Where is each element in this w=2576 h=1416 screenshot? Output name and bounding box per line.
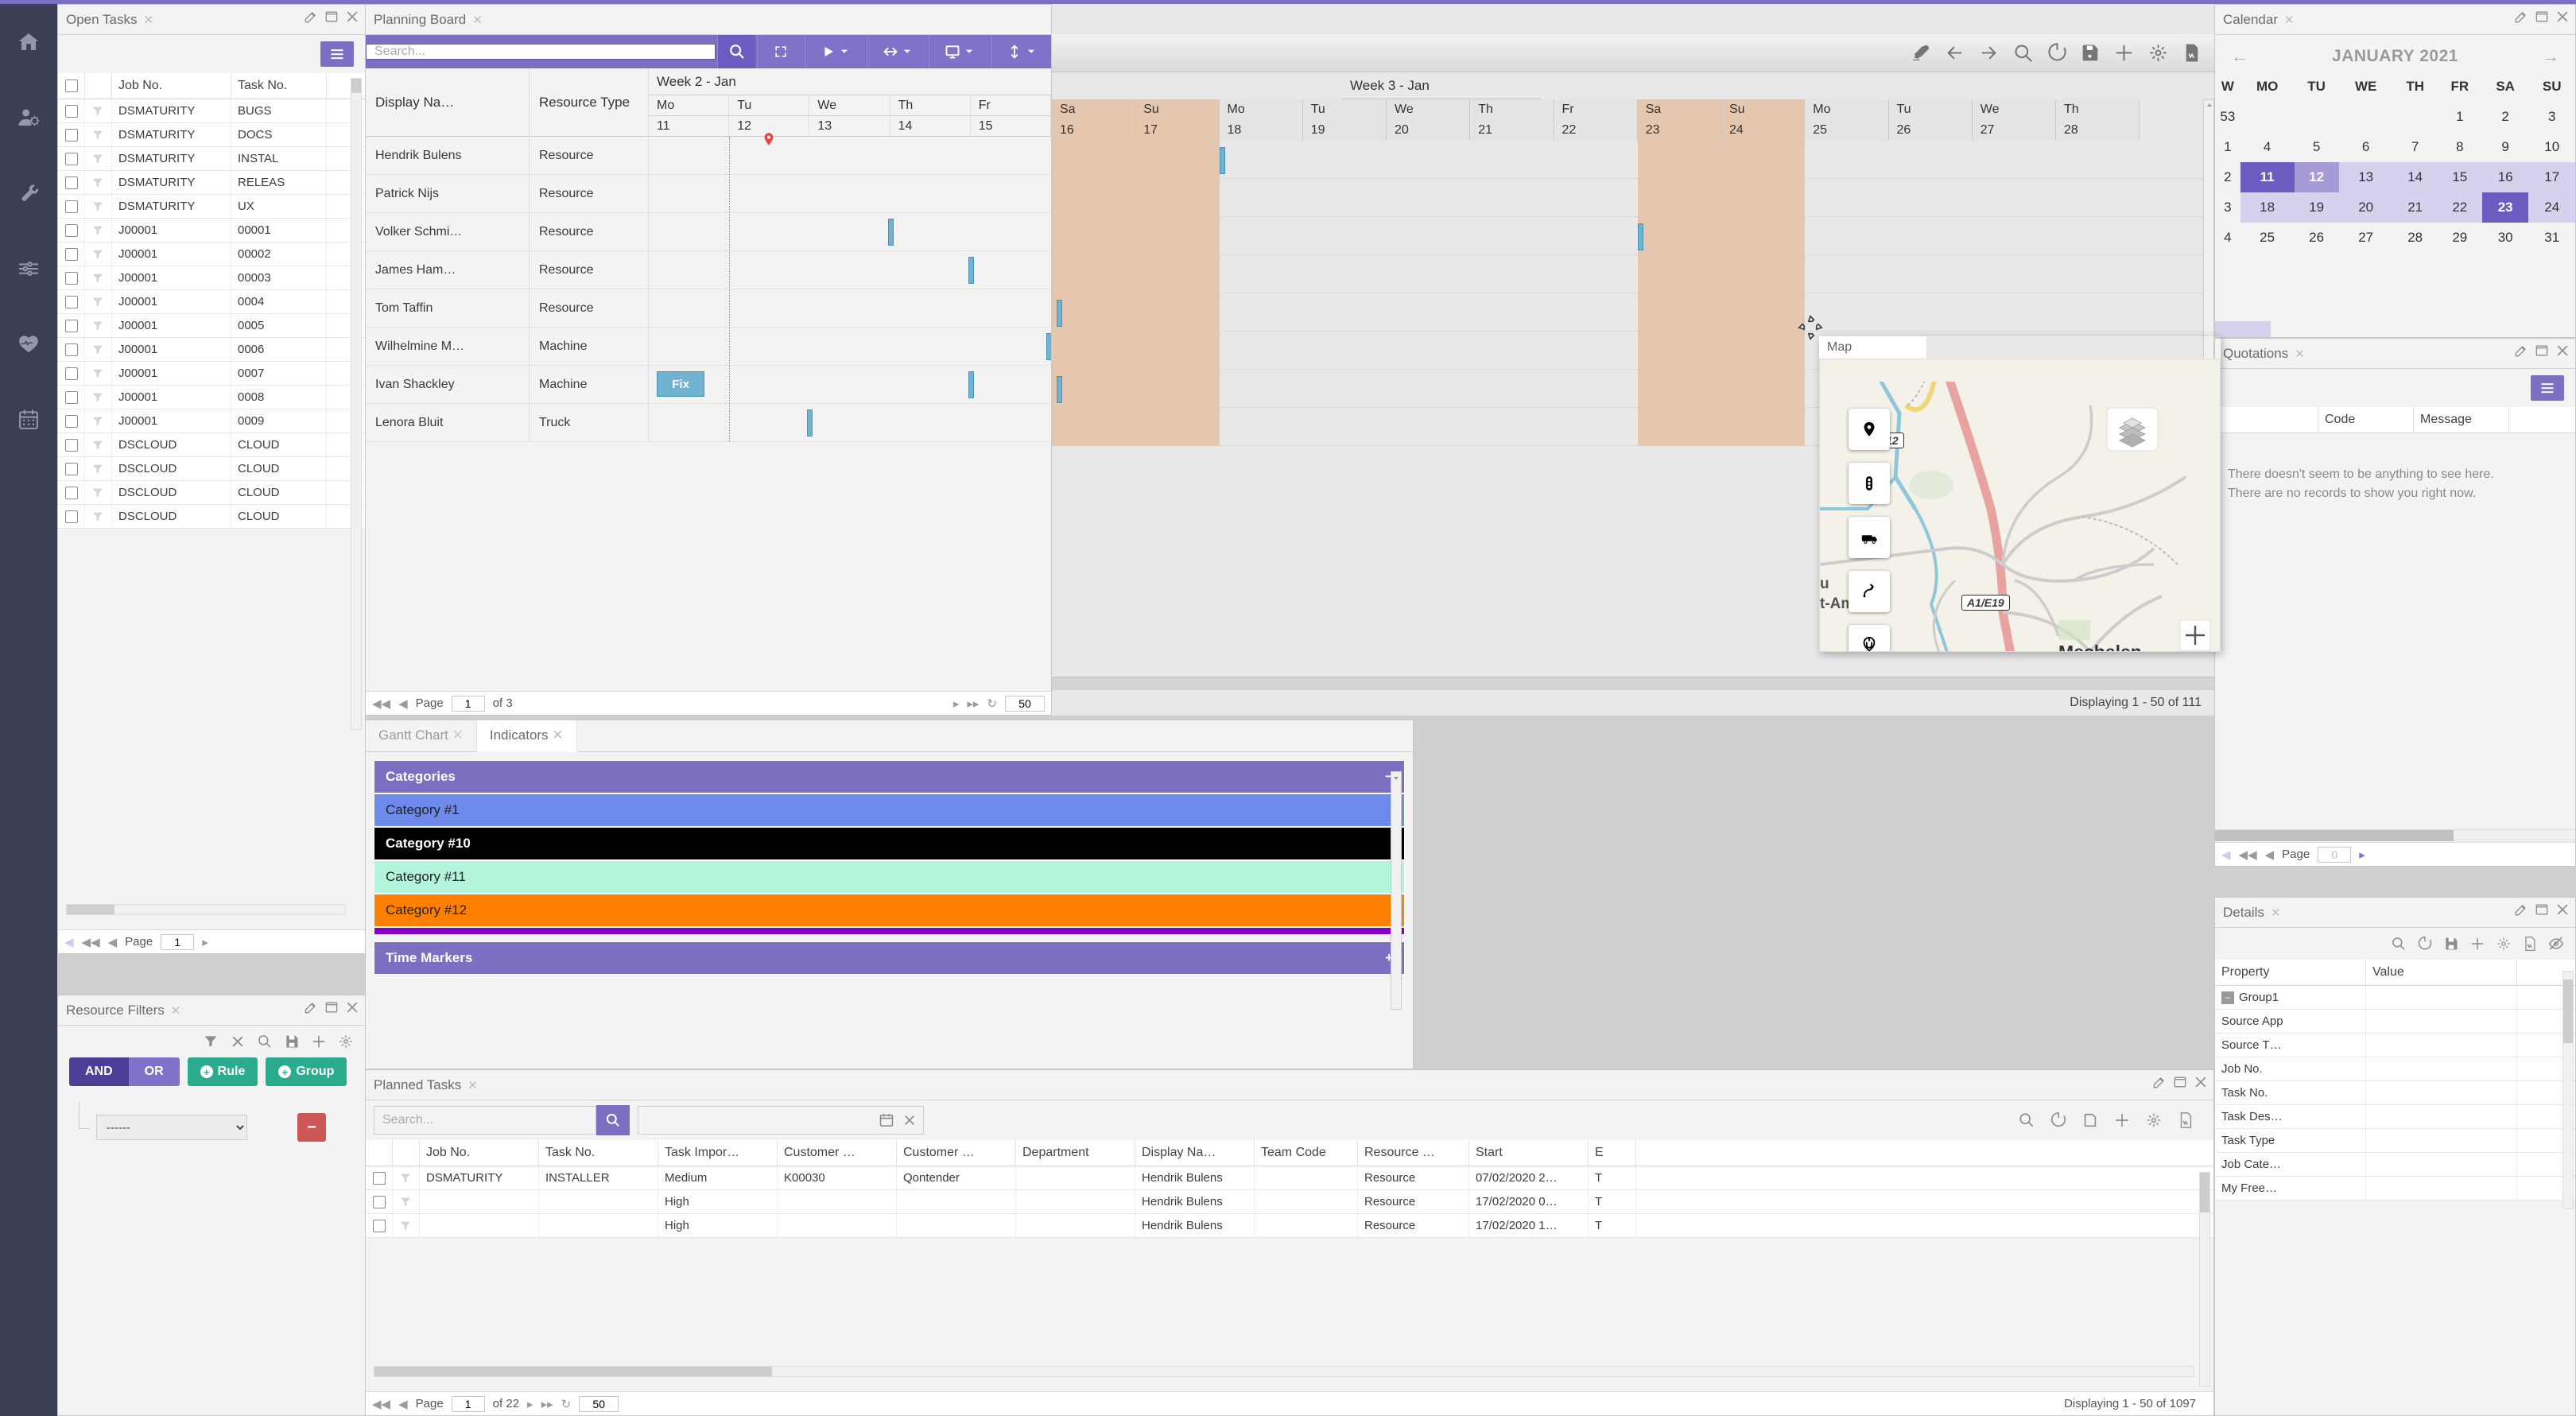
- svg-text:Mechelen: Mechelen: [2058, 642, 2142, 652]
- svg-text:u: u: [1820, 576, 1829, 592]
